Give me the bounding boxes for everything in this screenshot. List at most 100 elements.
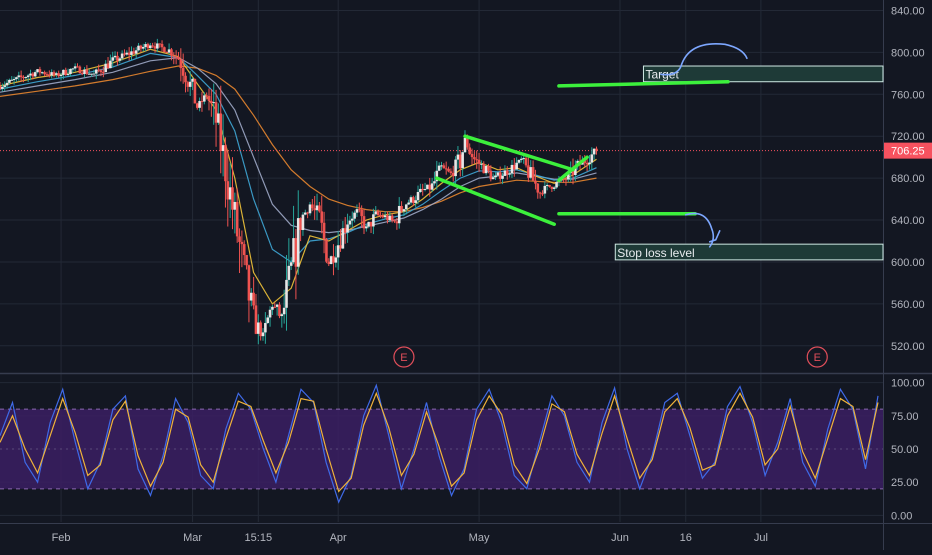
candle-body-73: [170, 49, 173, 56]
candle-body-230: [538, 192, 542, 194]
earnings-marker-1: [393, 346, 415, 368]
price-tick-4: 680.00: [891, 173, 925, 185]
candle-body-233: [545, 184, 549, 186]
candle-body-91: [212, 102, 216, 104]
axes: 840.00 800.00 760.00 720.00 680.00 640.00 600.…: [52, 5, 932, 544]
candle-body-241: [564, 179, 568, 181]
candle-body-8: [17, 75, 21, 78]
candle-body-14: [31, 73, 35, 77]
candle-body-76: [177, 56, 180, 60]
candle-body-88: [205, 95, 208, 97]
candle-body-199: [466, 137, 469, 148]
candle-body-2: [3, 85, 6, 87]
candle-body-72: [167, 49, 171, 53]
candle-body-3: [5, 82, 9, 86]
candle-body-215: [503, 170, 507, 176]
candle-body-57: [132, 51, 136, 54]
candle-body-43: [99, 70, 103, 73]
candle-body-160: [374, 211, 378, 215]
candle-body-192: [449, 171, 453, 173]
candle-body-237: [555, 182, 558, 188]
stop-loss-zone-label: Stop loss level: [617, 246, 694, 260]
candle-body-53: [123, 53, 126, 55]
candle-body-111: [259, 322, 262, 337]
candle-body-220: [515, 162, 518, 170]
candle-body-208: [487, 165, 490, 171]
channel-upper-line: [463, 134, 575, 172]
candle-body-175: [409, 197, 413, 203]
candle-body-54: [125, 52, 129, 55]
candle-body-6: [12, 79, 16, 81]
candle-body-201: [470, 153, 474, 158]
candle-body-219: [513, 164, 516, 170]
candle-body-62: [144, 44, 147, 47]
candle-body-226: [529, 167, 533, 178]
candle-body-7: [15, 77, 18, 80]
candle-body-234: [548, 184, 551, 187]
candle-body-242: [567, 173, 570, 180]
candle-body-150: [350, 218, 354, 221]
candle-body-171: [400, 205, 403, 212]
candle-body-104: [242, 244, 246, 256]
candle-body-227: [531, 167, 535, 181]
candle-body-41: [94, 69, 98, 74]
candle-body-71: [165, 51, 169, 53]
candle-body-75: [174, 56, 178, 58]
candle-body-44: [102, 72, 105, 74]
candle-body-63: [146, 44, 150, 49]
candle-body-213: [498, 172, 502, 179]
candle-body-5: [10, 79, 14, 81]
candle-body-134: [313, 208, 316, 211]
candle-body-168: [393, 220, 396, 222]
candle-body-70: [163, 47, 166, 52]
candle-body-30: [69, 68, 72, 75]
candle-body-106: [247, 265, 251, 301]
candle-body-153: [358, 209, 361, 211]
candle-body-17: [38, 69, 42, 73]
candle-body-116: [271, 306, 274, 310]
candle-body-232: [543, 185, 547, 194]
candle-body-99: [231, 187, 234, 210]
candle-body-82: [191, 78, 194, 82]
candle-body-16: [36, 69, 39, 73]
candle-body-186: [435, 170, 439, 182]
price-tick-8: 520.00: [891, 341, 925, 353]
osc-tick-0: 100.00: [891, 378, 925, 390]
candle-body-79: [184, 75, 187, 83]
candle-body-128: [299, 218, 302, 231]
candle-body-184: [430, 183, 434, 190]
candle-body-216: [505, 170, 509, 175]
candle-body-198: [463, 137, 467, 153]
candle-body-95: [221, 145, 225, 152]
drawings[interactable]: [435, 42, 748, 248]
candle-body-251: [588, 162, 591, 165]
candle-body-21: [48, 74, 51, 76]
candle-body-100: [233, 201, 237, 210]
candle-body-93: [217, 113, 220, 123]
candle-body-107: [249, 292, 253, 301]
candle-body-176: [412, 197, 415, 203]
candle-body-122: [285, 279, 288, 308]
candle-body-154: [360, 209, 363, 217]
candle-body-49: [113, 55, 117, 58]
candle-body-143: [334, 257, 338, 263]
stoch-k-line: [0, 383, 879, 504]
candle-body-66: [153, 46, 157, 49]
candle-body-133: [311, 204, 314, 209]
candle-body-183: [428, 184, 432, 190]
candle-body-177: [414, 200, 417, 203]
candle-body-26: [59, 74, 63, 77]
candle-body-138: [322, 222, 326, 240]
candle-body-123: [287, 265, 291, 280]
ema-long-line: [0, 65, 597, 213]
candle-body-36: [83, 69, 86, 74]
price-tick-2: 760.00: [891, 89, 925, 101]
candle-body-115: [268, 309, 272, 318]
candle-body-205: [480, 163, 483, 165]
candle-body-39: [90, 73, 93, 75]
oscillator-band: [0, 408, 883, 490]
candle-body-140: [327, 261, 331, 265]
